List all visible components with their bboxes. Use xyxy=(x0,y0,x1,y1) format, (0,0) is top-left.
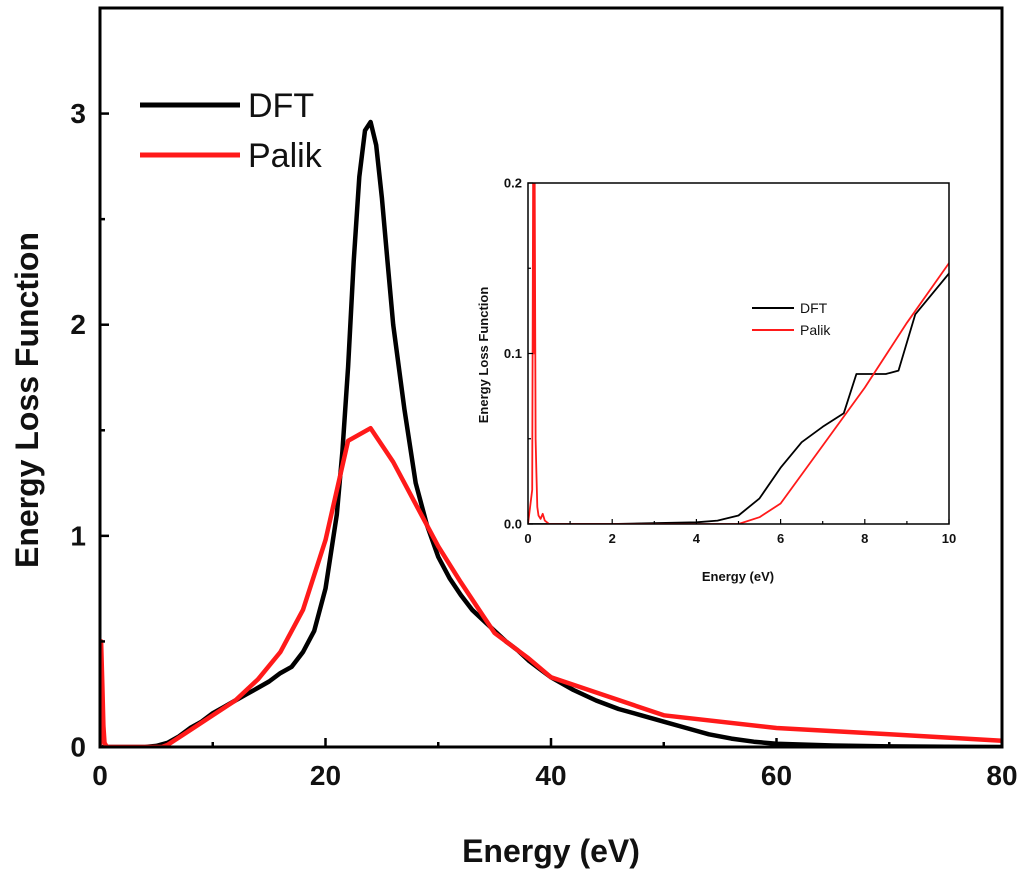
inset-y-tick-label: 0.0 xyxy=(504,517,522,532)
main-x-tick-label: 40 xyxy=(535,760,566,791)
inset-y-tick-labels: 0.0 0.1 0.2 xyxy=(504,176,522,532)
main-series-lines xyxy=(100,119,1002,747)
inset-legend-palik-label: Palik xyxy=(800,322,831,338)
main-legend: DFT Palik xyxy=(140,87,323,175)
main-y-tick-label: 3 xyxy=(70,98,86,129)
main-x-tick-label: 60 xyxy=(761,760,792,791)
inset-y-tick-label: 0.2 xyxy=(504,176,522,191)
main-legend-dft-label: DFT xyxy=(248,87,314,125)
inset-series-lines xyxy=(528,183,949,524)
inset-x-tick-label: 4 xyxy=(693,531,701,546)
main-y-axis-title: Energy Loss Function xyxy=(9,232,45,568)
inset-x-axis-title: Energy (eV) xyxy=(702,569,774,584)
main-y-tick-label: 2 xyxy=(70,309,86,340)
main-y-tick-labels: 0 1 2 3 xyxy=(70,98,86,762)
main-x-tick-label: 0 xyxy=(92,760,108,791)
inset-x-tick-label: 0 xyxy=(524,531,531,546)
inset-series-dft-line xyxy=(528,272,949,524)
inset-x-tick-labels: 0 2 4 6 8 10 xyxy=(524,531,956,546)
inset-x-tick-label: 2 xyxy=(609,531,616,546)
main-x-tick-label: 20 xyxy=(310,760,341,791)
inset-background xyxy=(528,183,949,524)
main-legend-palik-label: Palik xyxy=(248,137,323,175)
inset-legend: DFT Palik xyxy=(752,300,831,338)
inset-y-axis-title: Energy Loss Function xyxy=(476,287,491,424)
main-axis-ticks xyxy=(98,112,1004,749)
main-x-tick-label: 80 xyxy=(986,760,1017,791)
inset-series-palik-line xyxy=(528,183,949,524)
inset-chart: 0 2 4 6 8 10 0.0 0.1 0.2 Energy (eV) Energy Los… xyxy=(476,176,956,585)
inset-x-tick-label: 8 xyxy=(861,531,868,546)
inset-y-tick-label: 0.1 xyxy=(504,346,522,361)
main-y-tick-label: 0 xyxy=(70,732,86,763)
inset-legend-dft-label: DFT xyxy=(800,300,828,316)
inset-x-tick-label: 6 xyxy=(777,531,784,546)
main-y-tick-label: 1 xyxy=(70,520,86,551)
inset-x-tick-label: 10 xyxy=(942,531,956,546)
main-x-axis-title: Energy (eV) xyxy=(462,833,640,869)
main-x-tick-labels: 0 20 40 60 80 xyxy=(92,760,1017,791)
main-series-palik-line xyxy=(100,425,1002,747)
inset-axis-ticks xyxy=(527,182,950,525)
